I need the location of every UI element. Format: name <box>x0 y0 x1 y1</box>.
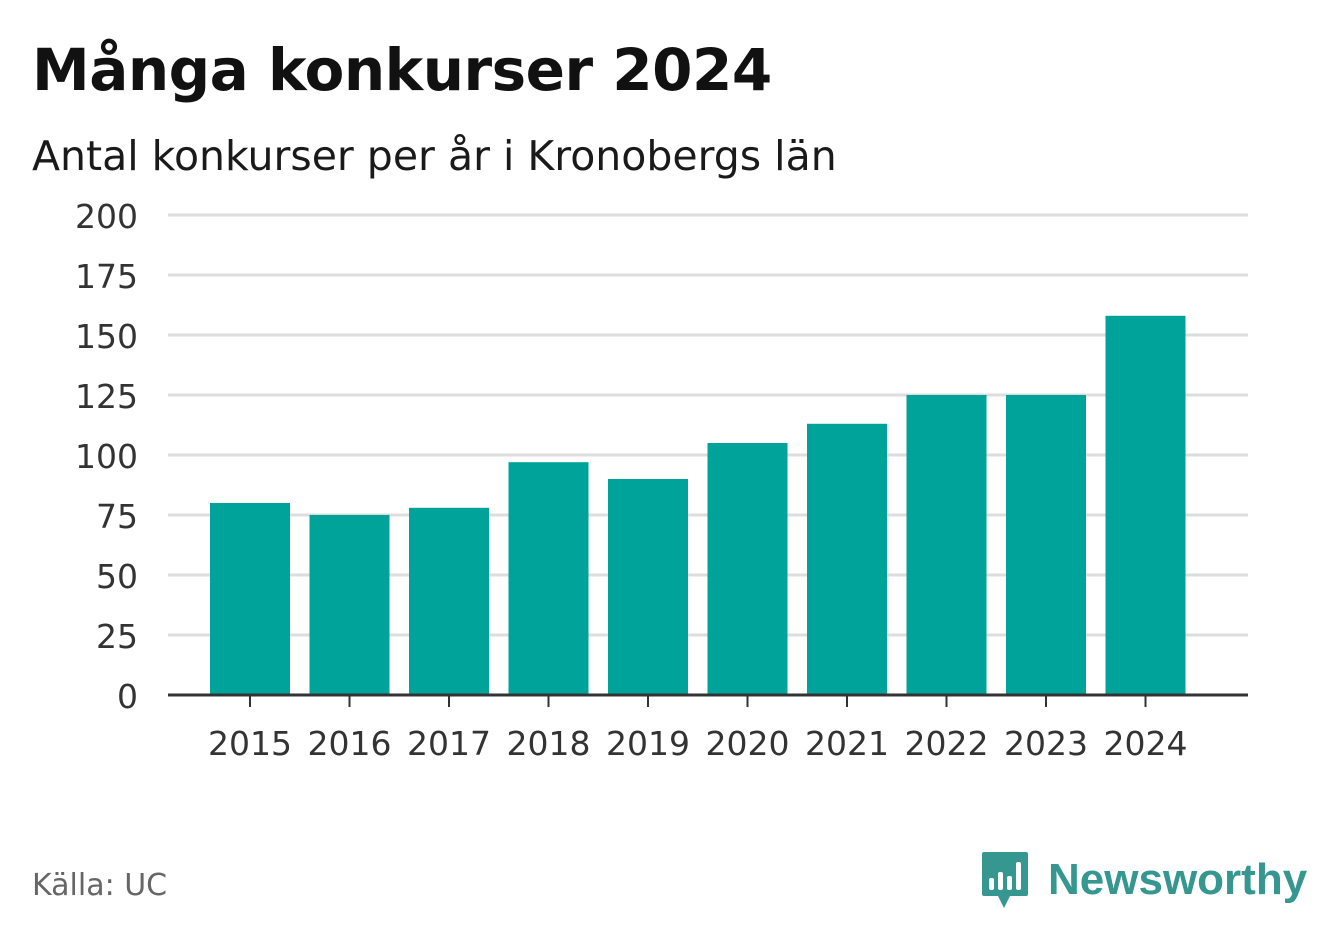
y-tick-label: 25 <box>96 617 138 656</box>
source-note: Källa: UC <box>32 868 168 903</box>
brand-logo[interactable]: Newsworthy <box>980 850 1307 910</box>
x-tick-label: 2020 <box>706 724 790 763</box>
y-tick-label: 200 <box>75 197 138 236</box>
y-tick-label: 0 <box>117 677 138 716</box>
bar <box>309 515 390 695</box>
bar <box>210 503 290 695</box>
x-tick-label: 2016 <box>308 724 392 763</box>
x-tick-label: 2015 <box>208 724 292 763</box>
newsworthy-logo-icon <box>982 852 1028 908</box>
bar <box>707 443 788 695</box>
x-tick-label: 2017 <box>407 724 491 763</box>
x-tick-label: 2019 <box>606 724 690 763</box>
y-tick-label: 50 <box>96 557 138 596</box>
y-axis-ticks: 0 25 50 75 100 125 150 175 200 <box>75 197 138 716</box>
y-tick-label: 150 <box>75 317 138 356</box>
x-tick-label: 2024 <box>1104 724 1188 763</box>
bar <box>508 462 589 695</box>
x-tick-label: 2021 <box>805 724 889 763</box>
bar <box>608 479 688 695</box>
bar <box>1006 395 1086 695</box>
bar <box>1105 315 1186 695</box>
bar <box>409 507 489 695</box>
bar <box>906 395 987 695</box>
chart-title: Många konkurser 2024 <box>32 36 772 104</box>
bar <box>807 423 887 695</box>
y-tick-label: 100 <box>75 437 138 476</box>
bars <box>210 315 1186 695</box>
x-tick-label: 2018 <box>507 724 591 763</box>
y-tick-label: 75 <box>96 497 138 536</box>
brand-name: Newsworthy <box>1048 855 1308 904</box>
chart-subtitle: Antal konkurser per år i Kronobergs län <box>32 132 837 180</box>
y-tick-label: 125 <box>75 377 138 416</box>
y-tick-label: 175 <box>75 257 138 296</box>
x-tick-label: 2022 <box>905 724 989 763</box>
x-tick-label: 2023 <box>1004 724 1088 763</box>
x-axis-ticks: 2015 2016 2017 2018 2019 2020 2021 2022 2023 2024 <box>208 695 1187 763</box>
